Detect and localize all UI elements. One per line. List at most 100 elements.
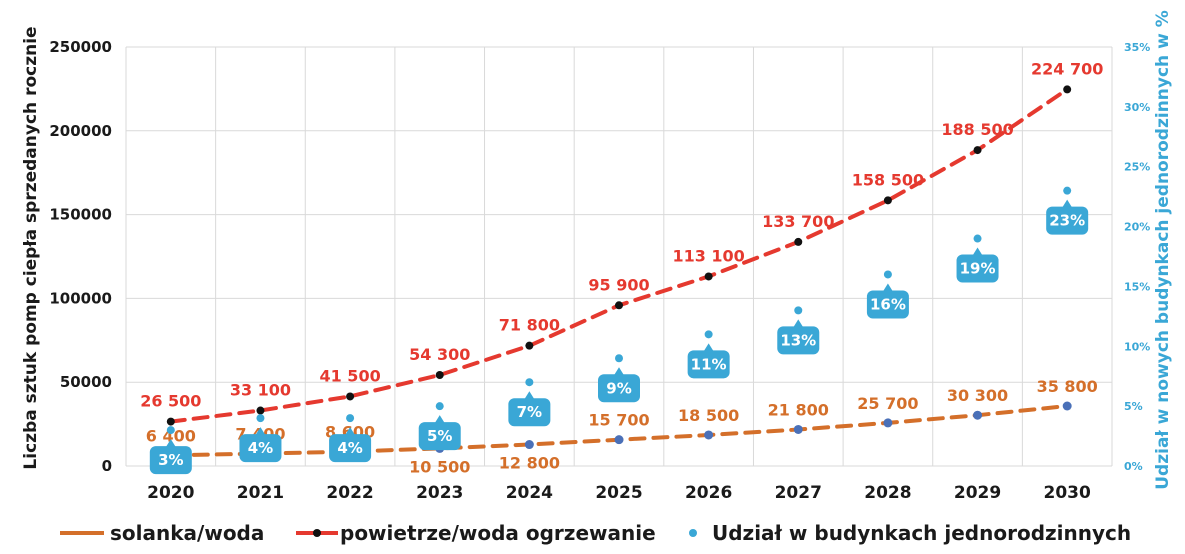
point-solanka xyxy=(614,435,624,445)
data-label-solanka: 21 800 xyxy=(768,400,829,419)
point-udzial xyxy=(166,426,175,435)
y-tick-label: 200000 xyxy=(49,122,112,140)
legend-label-udzial: Udział w budynkach jednorodzinnych xyxy=(712,521,1131,545)
callout-box xyxy=(329,434,372,463)
x-tick-label: 2029 xyxy=(954,483,1001,503)
callout-pointer xyxy=(972,247,983,256)
data-label-solanka: 35 800 xyxy=(1037,377,1098,396)
y2-tick-label: 0% xyxy=(1124,460,1143,473)
data-label-powietrze: 188 500 xyxy=(941,120,1013,139)
data-label-udzial: 3% xyxy=(158,451,183,469)
callout-box xyxy=(866,290,909,319)
y2-tick-label: 35% xyxy=(1124,41,1150,54)
point-udzial xyxy=(794,306,803,315)
data-label-udzial: 11% xyxy=(691,355,727,373)
data-label-solanka: 25 700 xyxy=(857,394,918,413)
x-tick-label: 2027 xyxy=(775,483,822,503)
point-powietrze xyxy=(615,301,623,310)
legend-label-solanka: solanka/woda xyxy=(110,521,264,545)
point-powietrze xyxy=(883,196,892,205)
legend: solanka/woda powietrze/woda ogrzewanie Udz… xyxy=(60,521,1131,545)
callout-box xyxy=(956,254,999,283)
point-solanka xyxy=(704,430,714,440)
data-label-udzial: 4% xyxy=(337,439,362,457)
callout-box xyxy=(777,326,820,355)
point-solanka xyxy=(524,440,534,450)
callout-pointer xyxy=(614,367,624,376)
data-label-udzial: 23% xyxy=(1049,212,1085,230)
point-powietrze xyxy=(1063,85,1072,94)
point-udzial xyxy=(256,414,265,423)
point-udzial xyxy=(435,402,444,411)
x-tick-label: 2026 xyxy=(685,483,732,503)
point-udzial xyxy=(615,354,623,363)
x-tick-label: 2022 xyxy=(326,483,373,503)
y2-tick-label: 5% xyxy=(1124,400,1143,413)
data-label-powietrze: 95 900 xyxy=(588,275,649,294)
point-solanka xyxy=(793,424,803,434)
y2-tick-label: 10% xyxy=(1124,340,1150,353)
data-label-udzial: 7% xyxy=(517,403,542,421)
data-label-powietrze: 71 800 xyxy=(499,316,560,335)
point-solanka xyxy=(883,418,893,428)
data-label-powietrze: 33 100 xyxy=(230,381,291,400)
y2-tick-label: 15% xyxy=(1124,280,1150,293)
y-tick-label: 100000 xyxy=(49,289,112,307)
data-label-powietrze: 158 500 xyxy=(852,170,924,189)
point-powietrze xyxy=(525,341,534,350)
x-tick-label: 2023 xyxy=(416,483,463,503)
point-udzial xyxy=(525,378,534,387)
data-label-udzial: 5% xyxy=(427,427,452,445)
callout-box xyxy=(418,422,461,451)
data-label-powietrze: 224 700 xyxy=(1031,59,1103,78)
data-label-udzial: 16% xyxy=(870,295,906,313)
callout-box xyxy=(149,446,192,475)
data-label-solanka: 18 500 xyxy=(678,406,739,425)
y2-tick-label: 25% xyxy=(1124,161,1150,174)
legend-marker-powietrze xyxy=(313,529,321,537)
legend-label-powietrze: powietrze/woda ogrzewanie xyxy=(340,521,656,545)
point-powietrze xyxy=(794,237,803,246)
data-label-solanka: 12 800 xyxy=(499,454,560,473)
y2-tick-label: 30% xyxy=(1124,101,1150,114)
callout-pointer xyxy=(255,427,266,436)
x-tick-label: 2021 xyxy=(237,483,284,503)
callout-pointer xyxy=(882,283,893,292)
y2-tick-label: 20% xyxy=(1124,221,1150,234)
data-label-powietrze: 54 300 xyxy=(409,345,470,364)
data-label-udzial: 13% xyxy=(780,331,816,349)
point-udzial xyxy=(883,270,892,279)
y-tick-label: 150000 xyxy=(49,206,112,224)
data-label-solanka: 10 500 xyxy=(409,457,470,476)
point-powietrze xyxy=(704,272,713,281)
point-udzial xyxy=(973,234,982,243)
y-tick-label: 50000 xyxy=(60,373,112,391)
callout-pointer xyxy=(165,439,176,448)
point-powietrze xyxy=(166,417,175,426)
series-layer: 26 500 33 100 41 500 54 300 71 800 95 900 113 … xyxy=(140,59,1103,476)
callout-pointer xyxy=(434,415,445,424)
callout-box xyxy=(508,398,551,427)
legend-marker-udzial xyxy=(689,529,697,537)
data-label-powietrze: 133 700 xyxy=(762,212,834,231)
data-label-udzial: 9% xyxy=(606,379,631,397)
data-label-powietrze: 41 500 xyxy=(319,366,380,385)
point-udzial xyxy=(346,414,355,423)
point-powietrze xyxy=(346,392,355,401)
data-label-solanka: 15 700 xyxy=(588,411,649,430)
callout-pointer xyxy=(345,427,356,436)
data-label-udzial: 19% xyxy=(960,260,996,278)
point-solanka xyxy=(1062,401,1072,411)
data-label-solanka: 30 300 xyxy=(947,386,1008,405)
callout-pointer xyxy=(1062,199,1073,208)
point-powietrze xyxy=(256,406,265,415)
point-powietrze xyxy=(973,146,982,155)
point-solanka xyxy=(973,410,983,420)
grid xyxy=(125,46,1113,467)
data-label-solanka: 6 400 xyxy=(146,426,196,445)
data-label-powietrze: 26 500 xyxy=(140,392,201,411)
callout-box xyxy=(687,350,730,379)
x-tick-label: 2020 xyxy=(147,483,194,503)
callout-pointer xyxy=(793,319,804,328)
